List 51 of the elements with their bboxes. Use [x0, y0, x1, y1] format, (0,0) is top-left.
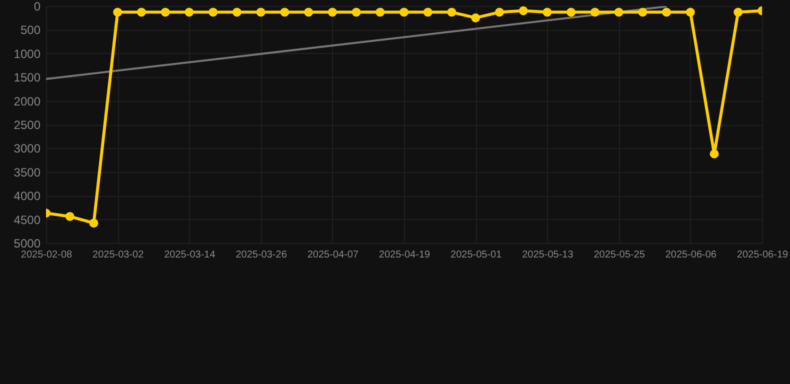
y-tick-label: 3500: [14, 165, 41, 180]
point: [662, 8, 672, 17]
point: [566, 8, 576, 17]
point: [471, 13, 480, 22]
point: [280, 8, 290, 17]
point: [686, 8, 695, 17]
point: [208, 8, 218, 17]
point: [256, 8, 266, 17]
x-tick-label: 2025-05-01: [450, 250, 502, 260]
point: [89, 218, 98, 228]
y-tick-label: 4500: [14, 212, 41, 227]
x-tick-label: 2025-04-19: [378, 250, 431, 260]
point: [352, 8, 361, 17]
point: [184, 8, 194, 17]
point: [710, 149, 719, 158]
x-tick-label: 2025-05-13: [522, 250, 574, 260]
point: [590, 8, 600, 17]
point: [113, 8, 122, 17]
x-tick-label: 2025-06-06: [665, 250, 717, 260]
y-tick-label: 2000: [14, 94, 41, 108]
y-tick-label: 4000: [14, 189, 41, 204]
y-tick-label: 3000: [14, 142, 41, 156]
y-tick-label: 1500: [14, 70, 41, 85]
point: [304, 8, 314, 17]
point: [232, 8, 242, 17]
point: [160, 8, 170, 17]
point: [136, 8, 146, 17]
point: [447, 8, 456, 17]
point: [65, 212, 74, 221]
point: [614, 8, 624, 17]
point: [734, 8, 743, 17]
x-tick-label: 2025-04-07: [307, 250, 359, 260]
y-tick-label: 2500: [14, 118, 41, 132]
point: [328, 8, 337, 17]
point: [638, 8, 648, 17]
y-tick-label: 5000: [14, 236, 41, 250]
point: [542, 8, 552, 17]
x-tick-label: 2025-06-19: [736, 250, 789, 260]
x-tick-label: 2025-03-02: [92, 250, 144, 260]
point: [423, 8, 432, 17]
point: [494, 8, 504, 17]
y-tick-label: 0: [34, 0, 41, 14]
x-tick-label: 2025-05-25: [594, 250, 646, 260]
y-tick-label: 1000: [14, 46, 41, 61]
x-tick-label: 2025-03-14: [164, 250, 216, 260]
point: [518, 6, 528, 16]
x-tick-label: 2025-02-08: [20, 250, 73, 260]
point: [400, 8, 408, 17]
x-tick-label: 2025-03-26: [236, 250, 288, 260]
y-tick-label: 500: [20, 23, 41, 38]
point: [376, 8, 385, 17]
